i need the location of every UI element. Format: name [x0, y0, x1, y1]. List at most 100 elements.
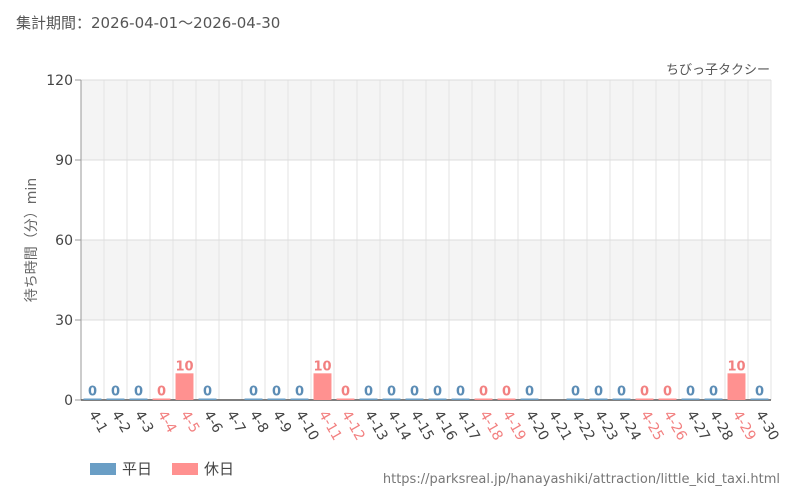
bar-4-24: [612, 398, 631, 400]
x-tick-label-4-7: 4-7: [223, 408, 248, 436]
x-tick-label-4-8: 4-8: [246, 408, 271, 436]
x-tick-label-4-13: 4-13: [361, 408, 391, 444]
bar-4-3: [129, 398, 148, 400]
data-label-4-25: 0: [640, 385, 649, 400]
x-tick-label-4-12: 4-12: [338, 408, 368, 444]
bar-4-8: [244, 398, 263, 400]
bar-4-5: [175, 373, 194, 400]
data-label-4-20: 0: [525, 385, 534, 400]
x-tick-label-4-30: 4-30: [752, 408, 782, 444]
x-tick-label-4-27: 4-27: [683, 408, 713, 444]
bar-4-25: [635, 398, 654, 400]
x-tick-label-4-5: 4-5: [177, 408, 202, 436]
legend-label-holiday: 休日: [204, 460, 235, 478]
data-label-4-15: 0: [410, 385, 419, 400]
bar-4-11: [313, 373, 332, 400]
period-label: 集計期間：2026-04-01～2026-04-30: [16, 14, 281, 32]
x-tick-label-4-29: 4-29: [729, 408, 759, 444]
data-label-4-27: 0: [686, 385, 695, 400]
data-label-4-19: 0: [502, 385, 511, 400]
legend-item-weekday[interactable]: 平日: [90, 458, 152, 479]
data-label-4-30: 0: [755, 385, 764, 400]
bar-4-26: [658, 398, 677, 400]
data-label-4-18: 0: [479, 385, 488, 400]
x-tick-label-4-22: 4-22: [568, 408, 598, 444]
bar-4-10: [290, 398, 309, 400]
bar-4-20: [520, 398, 539, 400]
x-tick-label-4-16: 4-16: [430, 408, 460, 444]
data-label-4-10: 0: [295, 385, 304, 400]
bar-4-15: [405, 398, 424, 400]
y-tick-label: 120: [46, 73, 73, 89]
data-label-4-28: 0: [709, 385, 718, 400]
x-tick-label-4-26: 4-26: [660, 408, 690, 444]
data-label-4-8: 0: [249, 385, 258, 400]
data-label-4-26: 0: [663, 385, 672, 400]
x-tick-label-4-6: 4-6: [200, 408, 225, 436]
data-label-4-3: 0: [134, 385, 143, 400]
bar-4-19: [497, 398, 516, 400]
data-label-4-4: 0: [157, 385, 166, 400]
bar-4-16: [428, 398, 447, 400]
bar-4-18: [474, 398, 493, 400]
bar-4-29: [727, 373, 746, 400]
x-tick-label-4-25: 4-25: [637, 408, 667, 444]
x-tick-label-4-10: 4-10: [292, 408, 322, 444]
data-label-4-14: 0: [387, 385, 396, 400]
x-tick-label-4-4: 4-4: [154, 408, 179, 436]
x-tick-label-4-17: 4-17: [453, 408, 483, 444]
x-tick-label-4-14: 4-14: [384, 408, 414, 444]
bar-4-4: [152, 398, 171, 400]
bar-4-30: [750, 398, 769, 400]
bar-4-14: [382, 398, 401, 400]
legend-item-holiday[interactable]: 休日: [172, 458, 234, 479]
legend: 平日 休日: [90, 458, 254, 479]
data-label-4-22: 0: [571, 385, 580, 400]
x-tick-label-4-1: 4-1: [85, 408, 110, 436]
data-label-4-23: 0: [594, 385, 603, 400]
x-tick-label-4-18: 4-18: [476, 408, 506, 444]
data-label-4-2: 0: [111, 385, 120, 400]
x-tick-label-4-11: 4-11: [315, 408, 345, 444]
data-label-4-6: 0: [203, 385, 212, 400]
source-url[interactable]: https://parksreal.jp/hanayashiki/attract…: [382, 472, 780, 487]
legend-swatch-holiday: [172, 462, 199, 475]
x-tick-label-4-3: 4-3: [131, 408, 156, 436]
x-tick-label-4-23: 4-23: [591, 408, 621, 444]
y-tick-label: 90: [55, 153, 73, 169]
x-tick-label-4-20: 4-20: [522, 408, 552, 444]
x-tick-label-4-15: 4-15: [407, 408, 437, 444]
data-label-4-5: 10: [175, 359, 193, 374]
data-label-4-16: 0: [433, 385, 442, 400]
x-tick-label-4-9: 4-9: [269, 408, 294, 436]
data-label-4-24: 0: [617, 385, 626, 400]
data-label-4-1: 0: [88, 385, 97, 400]
data-label-4-11: 10: [313, 359, 331, 374]
bar-4-6: [198, 398, 217, 400]
legend-label-weekday: 平日: [122, 460, 153, 478]
data-label-4-9: 0: [272, 385, 281, 400]
bar-4-12: [336, 398, 355, 400]
x-tick-label-4-24: 4-24: [614, 408, 644, 444]
x-tick-label-4-2: 4-2: [108, 408, 133, 436]
bar-4-9: [267, 398, 286, 400]
bar-4-23: [589, 398, 608, 400]
bar-4-2: [106, 398, 125, 400]
y-axis-label: 待ち時間（分）min: [24, 178, 40, 302]
bar-4-1: [83, 398, 102, 400]
bar-4-28: [704, 398, 723, 400]
y-tick-label: 30: [55, 313, 73, 329]
x-tick-label-4-21: 4-21: [545, 408, 575, 444]
data-label-4-13: 0: [364, 385, 373, 400]
chart-title: ちびっ子タクシー: [666, 63, 770, 78]
y-tick-label: 0: [64, 393, 73, 409]
x-tick-label-4-28: 4-28: [706, 408, 736, 444]
bar-4-13: [359, 398, 378, 400]
x-tick-label-4-19: 4-19: [499, 408, 529, 444]
bar-4-27: [681, 398, 700, 400]
data-label-4-17: 0: [456, 385, 465, 400]
legend-swatch-weekday: [90, 462, 116, 475]
bar-4-22: [566, 398, 585, 400]
data-label-4-12: 0: [341, 385, 350, 400]
